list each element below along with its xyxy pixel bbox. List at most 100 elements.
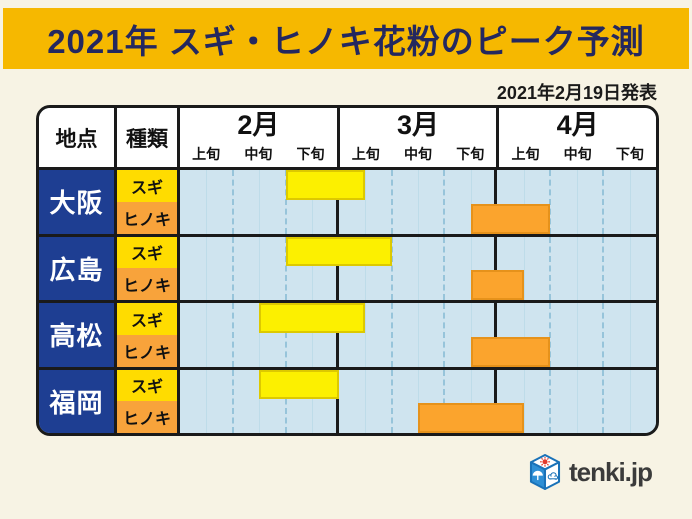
period-labels: 上旬 中旬 下旬 bbox=[340, 144, 497, 167]
page-title: 2021年 スギ・ヒノキ花粉のピーク予測 bbox=[3, 8, 689, 69]
mid-period-grid-line bbox=[418, 303, 419, 367]
mid-period-grid-line bbox=[365, 170, 367, 234]
period-grid-line bbox=[602, 303, 605, 367]
period-grid-line bbox=[231, 236, 234, 300]
mid-period-grid-line bbox=[576, 303, 578, 367]
period-label: 中旬 bbox=[563, 146, 592, 162]
peak-bar-sugi bbox=[259, 369, 339, 400]
period-grid-line bbox=[284, 303, 287, 367]
period-labels: 上旬 中旬 下旬 bbox=[180, 144, 337, 167]
city-row-group: 広島 スギ ヒノキ bbox=[39, 233, 656, 300]
sun-icon bbox=[540, 456, 550, 467]
type-labels: スギ ヒノキ bbox=[117, 170, 180, 234]
city-label: 大阪 bbox=[39, 170, 117, 234]
month-headers: 2月 上旬 中旬 下旬 3月 上旬 中旬 下旬 4月 上旬 中旬 下旬 bbox=[180, 108, 656, 167]
month-column-header: 2月 上旬 中旬 下旬 bbox=[180, 108, 340, 167]
mid-period-grid-line bbox=[312, 236, 314, 300]
period-grid-line bbox=[231, 170, 234, 234]
city-row-group: 高松 スギ ヒノキ bbox=[39, 300, 656, 367]
table-body: 大阪 スギ ヒノキ 広島 スギ ヒノキ 高松 スギ ヒノキ 福岡 スギ ヒノキ bbox=[39, 170, 656, 433]
period-grid-line bbox=[390, 303, 393, 367]
type-label-hinoki: ヒノキ bbox=[117, 334, 177, 367]
peak-chart-area bbox=[180, 236, 656, 300]
type-label-sugi: スギ bbox=[117, 369, 177, 402]
city-row-group: 大阪 スギ ヒノキ bbox=[39, 170, 656, 234]
mid-period-grid-line bbox=[312, 170, 314, 234]
period-labels: 上旬 中旬 下旬 bbox=[499, 144, 656, 167]
period-label: 中旬 bbox=[244, 146, 273, 162]
period-grid-line bbox=[443, 170, 446, 234]
month-divider-line bbox=[335, 236, 339, 300]
period-grid-line bbox=[284, 170, 287, 234]
period-grid-line bbox=[284, 369, 287, 433]
mid-period-grid-line bbox=[523, 170, 525, 234]
mid-period-grid-line bbox=[259, 369, 261, 433]
mid-period-grid-line bbox=[259, 236, 261, 300]
month-column-header: 3月上旬 中旬 下旬 bbox=[340, 108, 500, 167]
mid-period-grid-line bbox=[523, 236, 525, 300]
pollen-forecast-table: 地点 種類 2月 上旬 中旬 下旬 3月 上旬 中旬 下旬 4月 上旬 中旬 下旬 大阪 スギ ヒノキ 広島… bbox=[36, 105, 659, 436]
type-labels: スギ ヒノキ bbox=[117, 303, 180, 367]
period-grid-line bbox=[443, 303, 446, 367]
month-label: 4月 bbox=[556, 110, 599, 140]
period-grid-line bbox=[602, 236, 605, 300]
mid-period-grid-line bbox=[470, 369, 472, 433]
period-grid-line bbox=[443, 236, 446, 300]
mid-period-grid-line bbox=[365, 236, 367, 300]
peak-chart-area bbox=[180, 369, 656, 433]
mid-period-grid-line bbox=[418, 170, 419, 234]
tenki-logo-text: tenki.jp bbox=[568, 456, 653, 487]
mid-period-grid-line bbox=[576, 236, 578, 300]
mid-period-grid-line bbox=[206, 170, 208, 234]
mid-period-grid-line bbox=[629, 236, 631, 300]
period-grid-line bbox=[549, 170, 552, 234]
type-label-sugi: スギ bbox=[117, 303, 177, 335]
mid-period-grid-line bbox=[629, 303, 631, 367]
tenki-weather-cube-icon bbox=[529, 453, 561, 491]
peak-bar-hinoki bbox=[418, 403, 524, 433]
announcement-date: 2021年2月19日発表 bbox=[496, 83, 657, 103]
type-labels: スギ ヒノキ bbox=[117, 236, 180, 300]
mid-period-grid-line bbox=[312, 303, 314, 367]
period-label: 上旬 bbox=[511, 146, 540, 162]
month-label: 2月 bbox=[237, 110, 280, 140]
mid-period-grid-line bbox=[523, 303, 525, 367]
period-grid-line bbox=[549, 303, 552, 367]
period-label: 上旬 bbox=[192, 146, 221, 162]
peak-bar-sugi bbox=[259, 303, 366, 333]
header-type: 種類 bbox=[117, 108, 180, 167]
mid-period-grid-line bbox=[259, 170, 261, 234]
city-label: 福岡 bbox=[39, 369, 117, 433]
mid-period-grid-line bbox=[312, 369, 314, 433]
month-divider-line bbox=[494, 170, 498, 234]
mid-period-grid-line bbox=[523, 369, 525, 433]
type-label-hinoki: ヒノキ bbox=[117, 268, 177, 300]
type-label-sugi: スギ bbox=[117, 170, 177, 202]
period-grid-line bbox=[231, 303, 234, 367]
period-grid-line bbox=[602, 170, 605, 234]
month-divider-line bbox=[335, 303, 339, 367]
period-grid-line bbox=[549, 369, 552, 433]
month-divider-line bbox=[494, 303, 498, 367]
month-column-header: 4月 上旬 中旬 下旬 bbox=[499, 108, 656, 167]
peak-bar-hinoki bbox=[470, 336, 551, 367]
peak-chart-area bbox=[180, 303, 656, 367]
mid-period-grid-line bbox=[576, 369, 578, 433]
mid-period-grid-line bbox=[365, 369, 367, 433]
period-grid-line bbox=[231, 369, 234, 433]
mid-period-grid-line bbox=[470, 303, 472, 367]
peak-bar-hinoki bbox=[470, 203, 551, 234]
type-label-sugi: スギ bbox=[117, 236, 177, 269]
period-grid-line bbox=[284, 236, 287, 300]
period-label: 下旬 bbox=[615, 146, 644, 162]
month-label: 3月 bbox=[396, 110, 440, 140]
city-label: 高松 bbox=[39, 303, 117, 367]
tenki-jp-logo[interactable]: tenki.jp bbox=[528, 452, 653, 492]
mid-period-grid-line bbox=[365, 303, 367, 367]
month-divider-line bbox=[335, 170, 339, 234]
period-grid-line bbox=[549, 236, 552, 300]
cloud-icon bbox=[547, 472, 559, 480]
type-label-hinoki: ヒノキ bbox=[117, 201, 177, 234]
period-label: 下旬 bbox=[456, 146, 485, 162]
mid-period-grid-line bbox=[576, 170, 578, 234]
